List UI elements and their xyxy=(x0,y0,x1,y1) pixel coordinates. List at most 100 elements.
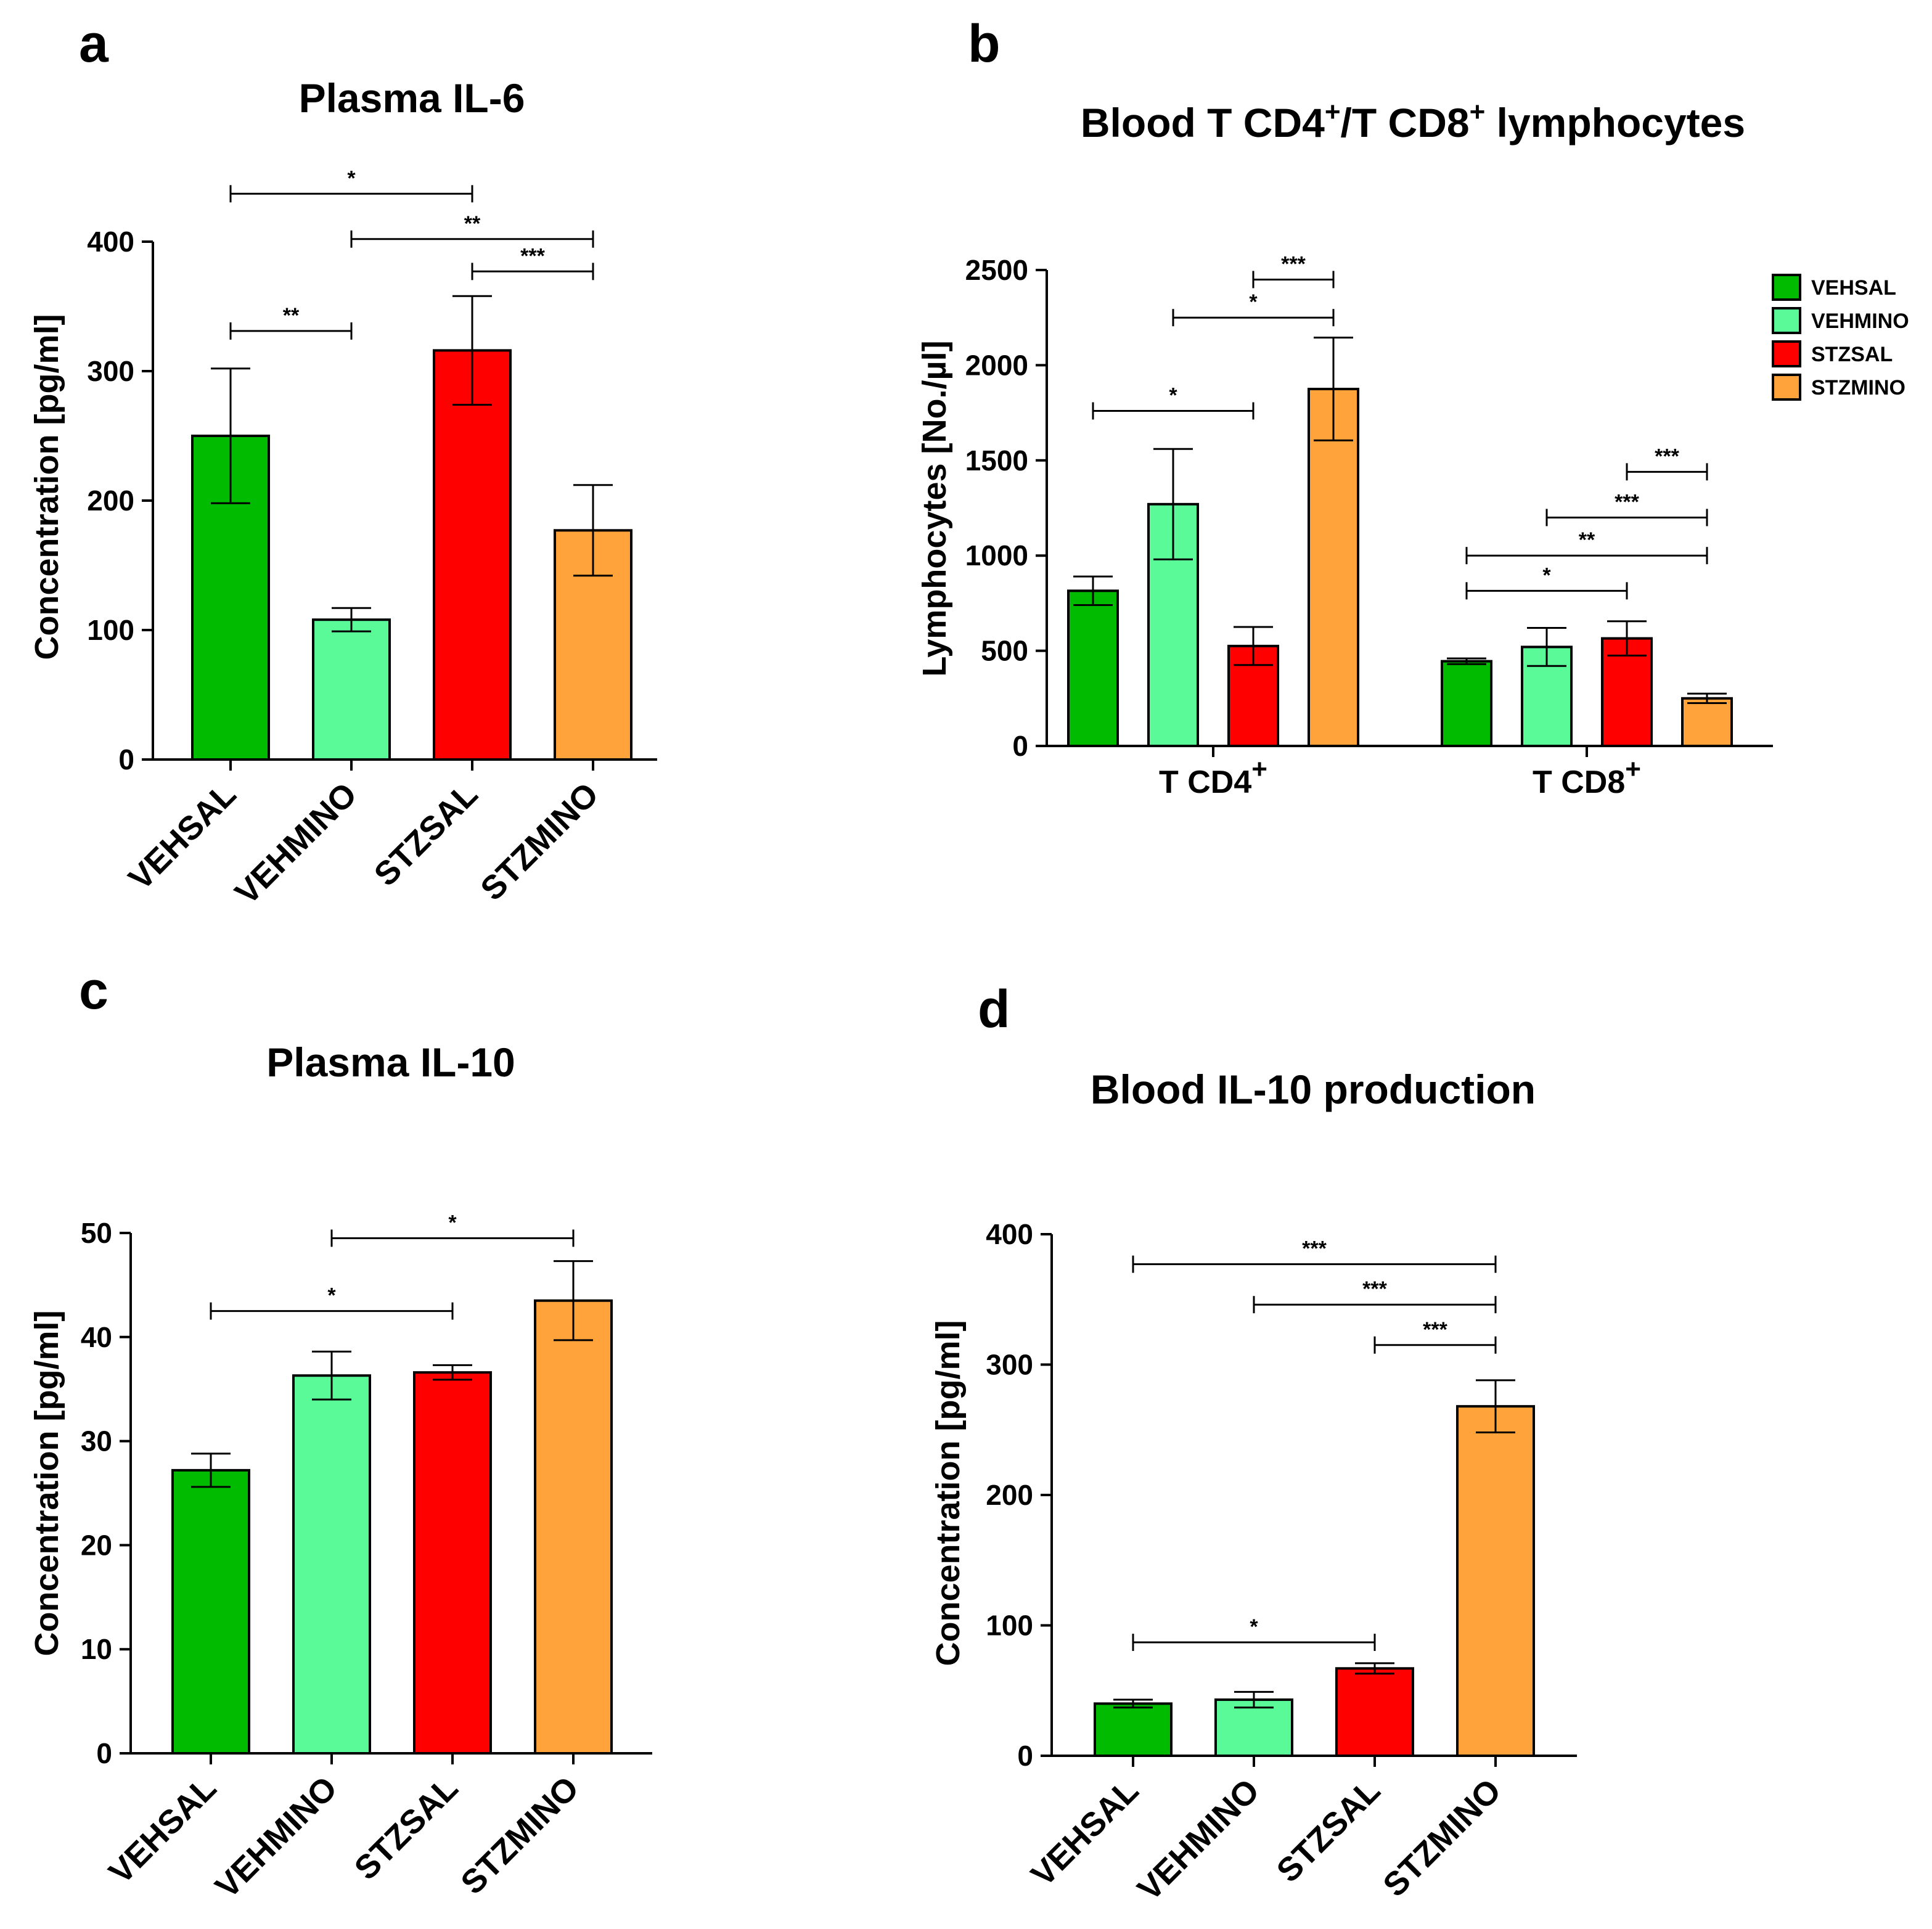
legend-swatch-stzsal xyxy=(1772,340,1801,367)
significance-d-2-label: *** xyxy=(1423,1318,1447,1341)
significance-a-2: *** xyxy=(471,244,594,281)
bar-c-stzmino xyxy=(534,1299,613,1755)
significance-b-5-label: ** xyxy=(1579,528,1595,552)
significance-a-0-label: * xyxy=(347,166,356,190)
significance-c-1-label: * xyxy=(327,1284,336,1308)
panel-a: a Plasma IL-6 Concentration [pg/ml] 0 100… xyxy=(28,14,657,912)
group-label-b-1: T CD8+ xyxy=(1533,754,1641,800)
error-bar-a-vehsal xyxy=(211,367,250,504)
y-tick-label-d-2: 200 xyxy=(986,1479,1033,1511)
bar-c-vehsal xyxy=(171,1468,250,1755)
error-bar-c-vehsal xyxy=(191,1452,231,1488)
bar-d-stzmino xyxy=(1456,1405,1535,1757)
y-axis-label-c: Concentration [pg/ml] xyxy=(28,1311,65,1657)
panel-d: d Blood IL-10 production Concentration [… xyxy=(930,980,1577,1908)
significance-b-1-label: * xyxy=(1249,290,1258,314)
legend-swatch-vehsal xyxy=(1772,274,1801,301)
error-bar-b-vehmino-group-1 xyxy=(1527,627,1566,667)
title-b-part-2: /T CD8 xyxy=(1341,100,1470,145)
significance-c-1: * xyxy=(210,1284,454,1320)
error-bar-d-vehmino xyxy=(1234,1690,1274,1709)
y-tick-label-a-2: 200 xyxy=(87,485,134,517)
x-tick-label-a-stzmino: STZMINO xyxy=(473,776,605,907)
x-tick-label-a-stzsal: STZSAL xyxy=(367,776,485,893)
x-tick-label-c-stzsal: STZSAL xyxy=(348,1769,465,1887)
significance-b-1: * xyxy=(1172,290,1335,327)
y-axis-label-a: Concentration [pg/ml] xyxy=(28,314,65,660)
bar-c-vehmino xyxy=(292,1374,371,1755)
error-bar-c-stzsal xyxy=(433,1364,472,1381)
legend-label-stzsal: STZSAL xyxy=(1811,343,1893,366)
bar-d-vehsal xyxy=(1094,1702,1173,1757)
significance-c-0-label: * xyxy=(448,1211,457,1234)
chart-title-a: Plasma IL-6 xyxy=(299,75,525,121)
y-axis-label-b: Lymphocytes [No./µl] xyxy=(916,340,953,676)
y-tick-label-c-5: 50 xyxy=(81,1217,112,1249)
y-tick-label-d-3: 300 xyxy=(986,1349,1033,1381)
error-bar-b-stzmino-group-1 xyxy=(1687,692,1727,705)
y-tick-label-c-4: 40 xyxy=(81,1321,112,1353)
bar-d-stzsal xyxy=(1335,1667,1414,1757)
legend-swatch-stzmino xyxy=(1772,374,1801,401)
significance-b-6: * xyxy=(1465,563,1628,600)
y-tick-label-a-0: 0 xyxy=(118,743,134,776)
legend-label-vehmino: VEHMINO xyxy=(1811,309,1909,333)
chart-title-b: Blood T CD4+/T CD8+ lymphocytes xyxy=(1081,97,1745,145)
significance-b-2-label: * xyxy=(1169,384,1177,408)
bar-b-stzmino-group-1 xyxy=(1681,697,1733,748)
error-bar-a-stzmino xyxy=(573,484,613,577)
x-tick-label-a-vehmino: VEHMINO xyxy=(228,776,364,912)
x-tick-label-c-vehsal: VEHSAL xyxy=(102,1769,223,1891)
significance-d-2: *** xyxy=(1373,1318,1497,1354)
bar-b-vehsal-group-1 xyxy=(1441,660,1492,747)
legend: VEHSAL VEHMINO STZSAL STZMINO xyxy=(1772,274,1909,401)
significance-b-4: *** xyxy=(1545,490,1708,526)
y-tick-label-c-0: 0 xyxy=(96,1737,112,1769)
bar-b-stzmino-group-0 xyxy=(1308,388,1359,747)
title-b-sup-2: + xyxy=(1470,97,1486,127)
y-tick-label-c-2: 20 xyxy=(81,1529,112,1561)
x-tick-label-c-vehmino: VEHMINO xyxy=(208,1769,345,1906)
y-tick-label-c-3: 30 xyxy=(81,1425,112,1457)
y-tick-label-b-1: 500 xyxy=(981,635,1028,667)
group-label-b-1-sup: + xyxy=(1625,754,1641,784)
bar-a-stzsal xyxy=(433,349,512,761)
x-tick-label-a-vehsal: VEHSAL xyxy=(121,776,243,897)
significance-d-0: *** xyxy=(1132,1237,1497,1273)
bar-b-vehsal-group-0 xyxy=(1067,589,1119,747)
significance-d-1: *** xyxy=(1253,1277,1497,1314)
x-tick-label-d-stzsal: STZSAL xyxy=(1270,1772,1388,1890)
y-tick-label-a-4: 400 xyxy=(87,226,134,258)
y-tick-label-a-3: 300 xyxy=(87,355,134,387)
significance-d-3: * xyxy=(1132,1615,1376,1651)
significance-a-3-label: ** xyxy=(283,304,300,327)
error-bar-a-vehmino xyxy=(332,607,371,633)
significance-b-0-label: *** xyxy=(1281,252,1306,276)
y-tick-label-a-1: 100 xyxy=(87,614,134,646)
significance-b-5: ** xyxy=(1465,528,1708,565)
panel-letter-d: d xyxy=(978,980,1010,1039)
error-bar-c-vehmino xyxy=(312,1350,351,1401)
significance-a-3: ** xyxy=(229,304,353,340)
panel-c: c Plasma IL-10 Concentration [pg/ml] 0 10… xyxy=(28,961,652,1906)
panel-letter-a: a xyxy=(79,14,109,73)
y-tick-label-c-1: 10 xyxy=(81,1633,112,1665)
error-bar-b-stzsal-group-1 xyxy=(1607,620,1647,657)
x-tick-label-c-stzmino: STZMINO xyxy=(454,1769,586,1901)
x-tick-label-d-vehmino: VEHMINO xyxy=(1131,1772,1267,1908)
y-tick-label-d-4: 400 xyxy=(986,1218,1033,1250)
y-tick-label-b-4: 2000 xyxy=(965,349,1028,381)
legend-label-vehsal: VEHSAL xyxy=(1811,276,1896,300)
x-tick-label-d-vehsal: VEHSAL xyxy=(1024,1772,1145,1893)
group-label-b-1-text: T CD8 xyxy=(1533,764,1625,800)
error-bar-d-vehsal xyxy=(1113,1698,1153,1709)
significance-c-0: * xyxy=(330,1211,575,1247)
y-axis-label-d: Concentration [pg/ml] xyxy=(930,1321,967,1666)
significance-a-0: * xyxy=(229,166,473,203)
error-bar-b-stzmino-group-0 xyxy=(1314,337,1353,441)
significance-b-2: * xyxy=(1092,384,1255,420)
significance-b-6-label: * xyxy=(1542,563,1551,587)
